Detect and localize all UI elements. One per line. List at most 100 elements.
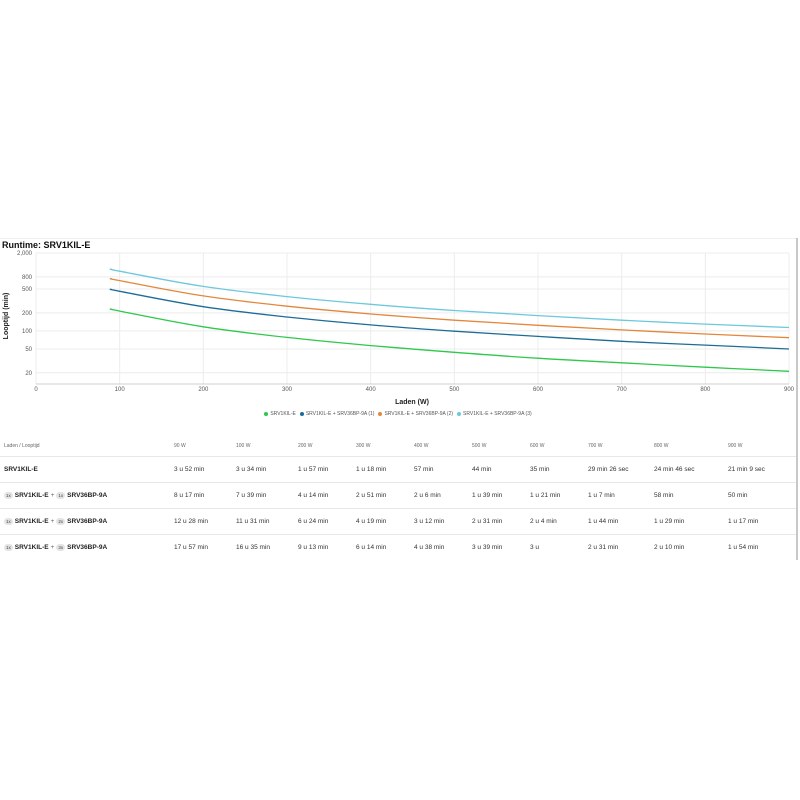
legend-label: SRV1KIL-E + SRV36BP-9A (2) [384, 411, 454, 417]
runtime-chart: 20 50 100 200 500 800 2,000 0 100 200 300 400 500 60… [3, 251, 795, 406]
table-header-cell: 400 W [414, 443, 429, 449]
x-tick-label: 600 [533, 387, 544, 393]
legend-dot-icon [457, 411, 462, 416]
table-row: 1x SRV1KIL-E +3x SRV36BP-9A 17 u 57 min 16 u … [0, 534, 796, 560]
runtime-cell: 21 min 9 sec [724, 456, 796, 483]
runtime-cell: 3 u 12 min [410, 508, 468, 535]
table-header-cell: Laden / Looptijd [4, 443, 40, 449]
runtime-cell: 2 u 6 min [410, 482, 468, 509]
table-header-row: Laden / Looptijd 90 W 100 W 200 W 300 W 400 W… [0, 436, 796, 457]
runtime-cell: 57 min [410, 456, 468, 483]
runtime-cell: 1 u 7 min [584, 482, 650, 509]
y-axis-label: Looptijd (min) [3, 293, 10, 340]
plus-sign: + [50, 492, 55, 500]
x-tick-label: 0 [34, 387, 38, 393]
x-tick-label: 700 [617, 387, 628, 393]
table-row: 1x SRV1KIL-E +2x SRV36BP-9A 12 u 28 min 11 u … [0, 508, 796, 535]
x-axis-ticks: 0 100 200 300 400 500 600 700 800 900 [34, 387, 794, 393]
x-tick-label: 500 [449, 387, 460, 393]
runtime-cell: 12 u 28 min [170, 508, 232, 535]
x-tick-label: 800 [700, 387, 711, 393]
y-tick-label: 100 [22, 329, 33, 335]
runtime-cell: 1 u 44 min [584, 508, 650, 535]
runtime-cell: 11 u 31 min [232, 508, 294, 535]
legend-item[interactable]: SRV1KIL-E + SRV36BP-9A (2) [378, 411, 453, 417]
runtime-cell: 6 u 14 min [352, 534, 410, 560]
runtime-cell: 50 min [724, 482, 796, 509]
config-cell: 1x SRV1KIL-E +3x SRV36BP-9A [0, 534, 170, 560]
table-header-cell: 700 W [588, 443, 603, 449]
y-axis-ticks: 20 50 100 200 500 800 2,000 [17, 251, 33, 377]
table-header-cell: 800 W [654, 443, 669, 449]
legend-item[interactable]: SRV1KIL-E [264, 411, 296, 417]
y-tick-label: 20 [25, 371, 32, 377]
chart-legend: SRV1KIL-E SRV1KIL-E + SRV36BP-9A (1) SRV1K… [0, 411, 796, 417]
table-body: SRV1KIL-E 3 u 52 min 3 u 34 min 1 u 57 min 1… [0, 456, 796, 560]
runtime-cell: 58 min [650, 482, 724, 509]
runtime-cell: 2 u 51 min [352, 482, 410, 509]
plus-sign: + [50, 518, 55, 526]
runtime-cell: 3 u 52 min [170, 456, 232, 483]
legend-label: SRV1KIL-E + SRV36BP-9A (3) [463, 411, 532, 417]
quantity-badge: 1x [4, 543, 13, 551]
y-tick-label: 2,000 [17, 251, 33, 257]
quantity-badge: 1x [56, 491, 66, 499]
config-cell: 1x SRV1KIL-E +2x SRV36BP-9A [0, 508, 170, 535]
runtime-cell: 16 u 35 min [232, 534, 294, 560]
series-line [109, 288, 790, 350]
runtime-cell: 2 u 31 min [468, 508, 526, 535]
runtime-cell: 1 u 29 min [650, 508, 724, 535]
runtime-cell: 6 u 24 min [294, 508, 352, 535]
runtime-cell: 1 u 54 min [724, 534, 796, 560]
runtime-cell: 1 u 18 min [352, 456, 410, 483]
battery-pack-name: SRV36BP-9A [67, 492, 108, 500]
runtime-cell: 1 u 17 min [724, 508, 796, 535]
runtime-cell: 8 u 17 min [170, 482, 232, 509]
runtime-cell: 4 u 38 min [410, 534, 468, 560]
table-row: SRV1KIL-E 3 u 52 min 3 u 34 min 1 u 57 min 1… [0, 456, 796, 483]
legend-dot-icon [264, 411, 269, 416]
series-line [109, 268, 790, 329]
runtime-cell: 3 u [526, 534, 584, 560]
quantity-badge: 3x [56, 543, 66, 551]
runtime-cell: 2 u 4 min [526, 508, 584, 535]
table-header-cell: 300 W [356, 443, 371, 449]
legend-dot-icon [378, 411, 383, 416]
table-row: 1x SRV1KIL-E +1x SRV36BP-9A 8 u 17 min 7 u 39… [0, 482, 796, 509]
config-cell: SRV1KIL-E [0, 456, 170, 483]
runtime-cell: 7 u 39 min [232, 482, 294, 509]
x-axis-label: Laden (W) [395, 399, 429, 406]
y-tick-label: 200 [22, 311, 33, 317]
chart-title: Runtime: SRV1KIL-E [2, 240, 91, 250]
table-header-cell: 500 W [472, 443, 487, 449]
panel-top-border [0, 238, 796, 239]
chart-grid [35, 252, 790, 385]
x-tick-label: 300 [282, 387, 293, 393]
model-name: SRV1KIL-E [14, 518, 49, 526]
legend-label: SRV1KIL-E + SRV36BP-9A (1) [305, 411, 375, 417]
table-header-cell: 200 W [298, 443, 313, 449]
table-header-cell: 900 W [728, 443, 743, 449]
model-name: SRV1KIL-E [4, 466, 38, 473]
runtime-cell: 44 min [468, 456, 526, 483]
legend-item[interactable]: SRV1KIL-E + SRV36BP-9A (1) [299, 411, 375, 417]
quantity-badge: 1x [4, 517, 13, 525]
runtime-cell: 2 u 10 min [650, 534, 724, 560]
legend-item[interactable]: SRV1KIL-E + SRV36BP-9A (3) [457, 411, 532, 417]
y-tick-label: 50 [25, 347, 32, 353]
legend-dot-icon [299, 411, 304, 416]
x-tick-label: 400 [366, 387, 377, 393]
runtime-cell: 24 min 46 sec [650, 456, 724, 483]
quantity-badge: 2x [56, 517, 66, 525]
runtime-cell: 3 u 34 min [232, 456, 294, 483]
battery-pack-name: SRV36BP-9A [67, 544, 108, 552]
table-header-cell: 100 W [236, 443, 251, 449]
config-cell: 1x SRV1KIL-E +1x SRV36BP-9A [0, 482, 170, 509]
runtime-table: Laden / Looptijd 90 W 100 W 200 W 300 W 400 W… [0, 436, 796, 560]
plus-sign: + [50, 544, 55, 552]
model-name: SRV1KIL-E [14, 492, 49, 500]
y-tick-label: 800 [22, 275, 33, 281]
chart-series [109, 268, 790, 372]
series-line [109, 308, 790, 372]
runtime-cell: 4 u 14 min [294, 482, 352, 509]
